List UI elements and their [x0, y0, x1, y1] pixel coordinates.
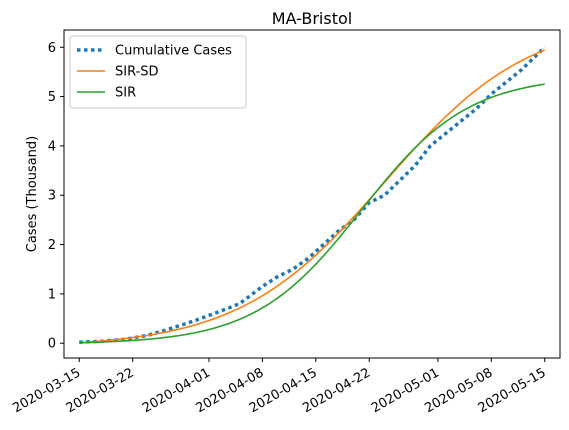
- chart-title: MA-Bristol: [272, 9, 352, 28]
- series-line: [79, 49, 546, 344]
- legend: Cumulative Cases SIR-SD SIR: [69, 35, 247, 109]
- legend-entries: Cumulative Cases SIR-SD SIR: [77, 44, 232, 101]
- y-tick-label: 6: [48, 41, 56, 56]
- y-tick-label: 4: [48, 139, 56, 154]
- legend-label: SIR: [115, 86, 136, 101]
- y-tick-label: 1: [48, 287, 56, 302]
- series-layer: [79, 46, 546, 344]
- plot-frame: [63, 29, 561, 359]
- y-tick-label: 2: [48, 238, 56, 253]
- y-axis: 0 1 2 3 4 5 6: [48, 41, 64, 352]
- y-tick-label: 3: [48, 189, 56, 204]
- y-tick-label: 5: [48, 90, 56, 105]
- legend-label: Cumulative Cases: [115, 44, 232, 59]
- legend-box: [69, 35, 247, 109]
- series-line: [79, 83, 545, 344]
- plot-area: [63, 29, 561, 359]
- series-line: [79, 46, 546, 344]
- y-axis-label: Cases (Thousand): [25, 136, 40, 252]
- legend-label: SIR-SD: [115, 65, 159, 80]
- y-tick-label: 0: [48, 337, 56, 352]
